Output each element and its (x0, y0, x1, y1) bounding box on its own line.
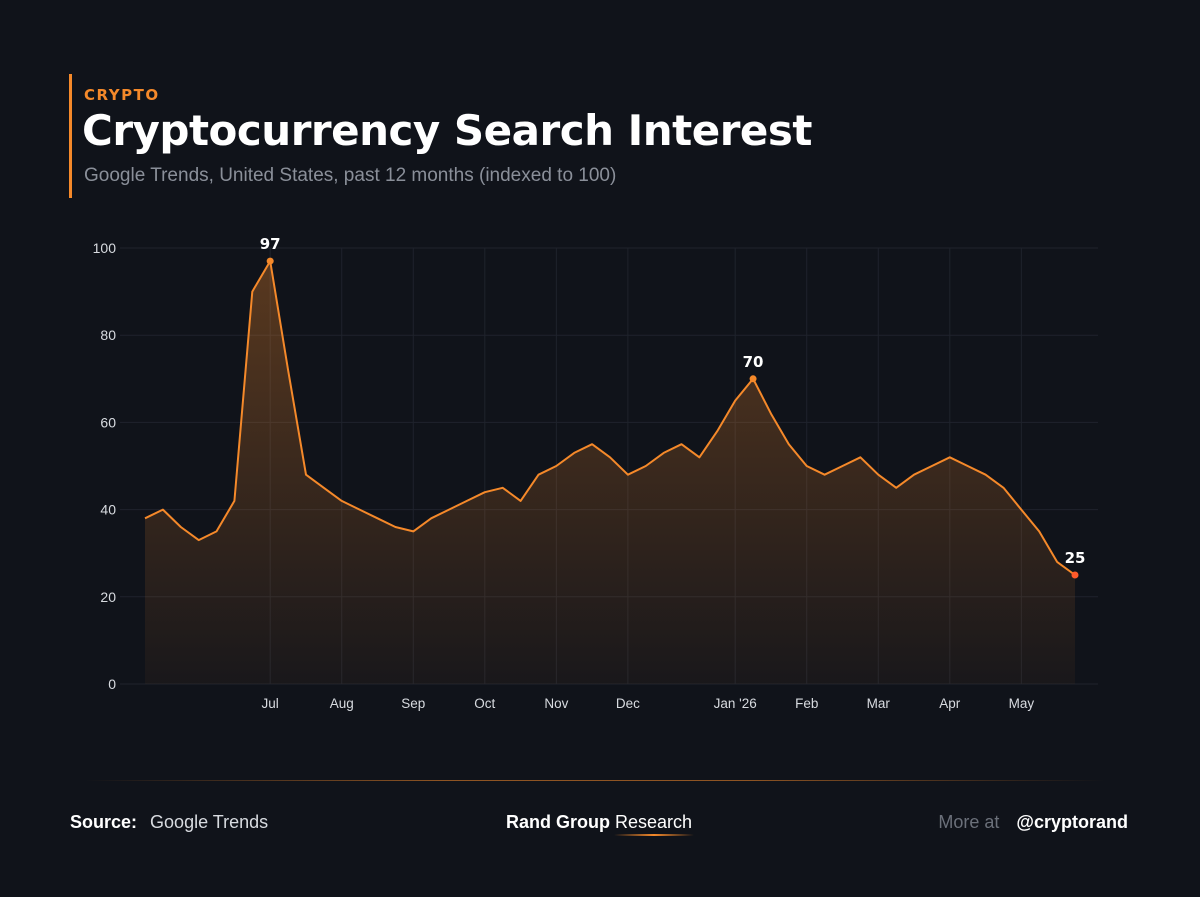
y-tick-label: 20 (100, 589, 116, 605)
more-label: More at (938, 812, 1000, 832)
annotation-label: 70 (743, 353, 764, 371)
source-label: Source: (70, 812, 138, 832)
social-handle[interactable]: @cryptorand (1016, 812, 1128, 832)
x-tick-label: Oct (474, 696, 495, 711)
x-tick-label: Nov (544, 696, 568, 711)
area-layer (144, 257, 1079, 684)
brand-suffix: Research (615, 812, 693, 832)
brand-name: Rand Group (506, 812, 610, 832)
x-tick-label: Mar (867, 696, 891, 711)
y-tick-label: 80 (100, 327, 116, 343)
series-area-fill (145, 261, 1075, 684)
y-tick-label: 0 (108, 676, 116, 692)
x-tick-label: May (1009, 696, 1035, 711)
x-tick-label: Feb (795, 696, 818, 711)
annotation-label: 25 (1065, 549, 1086, 567)
annotation-point (266, 257, 274, 265)
x-tick-label: Jan '26 (714, 696, 757, 711)
footer-brand: Rand Group Research (506, 812, 692, 833)
source-value: Google Trends (150, 812, 269, 832)
footer-source: Source: Google Trends (70, 812, 268, 833)
page-subtitle: Google Trends, United States, past 12 mo… (84, 165, 617, 186)
x-tick-label: Jul (262, 696, 279, 711)
annotation-label: 97 (260, 235, 281, 253)
search-interest-chart: 0 20 40 60 80 100 Jul Aug Sep Oct Nov Dec Jan '26 Feb… (93, 235, 1098, 711)
brand-underline (614, 834, 694, 836)
annotation-point (749, 375, 757, 383)
x-tick-label: Sep (401, 696, 425, 711)
page-title: Cryptocurrency Search Interest (82, 106, 813, 155)
x-tick-label: Dec (616, 696, 640, 711)
x-tick-label: Aug (330, 696, 354, 711)
header-accent-bar (69, 74, 72, 198)
x-tick-label: Apr (939, 696, 961, 711)
y-tick-label: 60 (100, 414, 116, 430)
footer-more: More at @cryptorand (938, 812, 1128, 833)
label-layer: 0 20 40 60 80 100 Jul Aug Sep Oct Nov Dec Jan '26 Feb… (93, 235, 1086, 711)
category-kicker: CRYPTO (84, 86, 160, 104)
y-tick-label: 40 (100, 502, 116, 518)
footer-divider (85, 780, 1105, 781)
annotation-point (1071, 571, 1079, 579)
series-line (144, 260, 1076, 576)
y-tick-label: 100 (93, 240, 117, 256)
